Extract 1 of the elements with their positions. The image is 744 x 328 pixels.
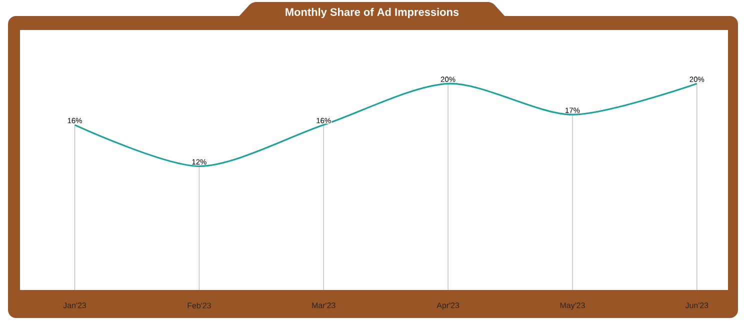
chart-title: Monthly Share of Ad Impressions bbox=[286, 8, 459, 18]
